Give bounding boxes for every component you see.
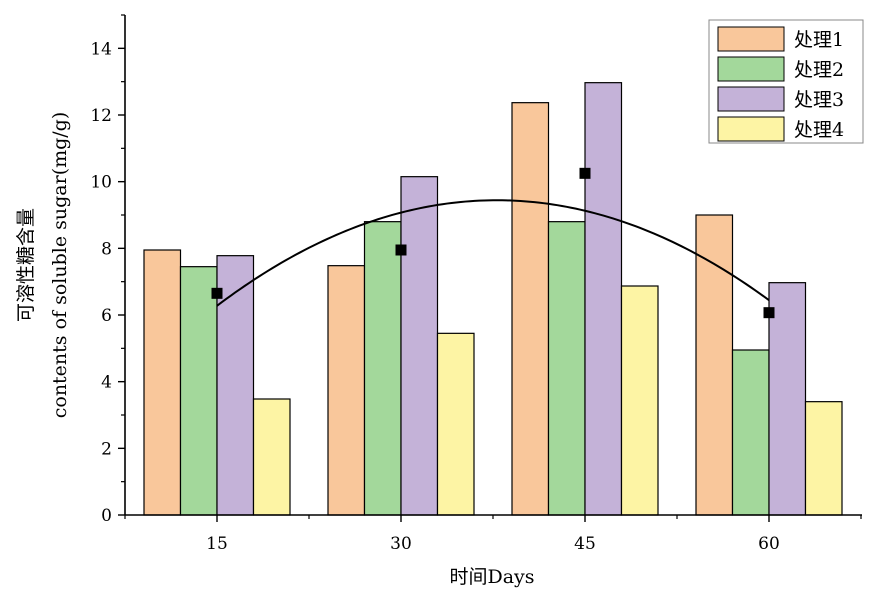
y-tick-label: 12 (90, 106, 112, 126)
legend-swatch-3 (717, 86, 785, 112)
mean-point-60 (763, 307, 775, 319)
x-tick-label: 60 (758, 534, 780, 554)
x-tick-label: 30 (390, 534, 412, 554)
y-tick-label: 14 (90, 39, 112, 59)
y-tick-label: 8 (101, 239, 112, 259)
bar-series-1-60 (695, 214, 734, 516)
bars-layer (143, 82, 843, 516)
y-tick-label: 2 (101, 439, 112, 459)
mean-point-15 (211, 287, 223, 299)
x-axis-title: 时间Days (449, 566, 534, 588)
bar-series-4-30 (436, 332, 475, 516)
bar-series-3-15 (216, 255, 255, 516)
legend-label-4: 处理4 (794, 119, 844, 141)
y-axis-title-english: contents of soluble sugar(mg/g) (49, 112, 71, 419)
bar-series-2-60 (731, 349, 770, 516)
legend-swatch-1 (717, 26, 785, 52)
bar-series-1-15 (143, 249, 182, 516)
y-tick-label: 4 (101, 373, 112, 393)
bar-series-4-60 (804, 401, 843, 516)
bar-series-3-30 (400, 176, 439, 516)
bar-series-3-60 (768, 282, 807, 516)
bar-series-1-45 (511, 102, 550, 516)
y-tick-label: 10 (90, 173, 112, 193)
bar-series-2-30 (363, 221, 402, 516)
legend-swatch-2 (717, 56, 785, 82)
y-tick-label: 6 (101, 306, 112, 326)
x-tick-label: 45 (574, 534, 596, 554)
legend-swatch-4 (717, 116, 785, 142)
legend: 处理1 处理2 处理3 处理4 (708, 19, 864, 144)
legend-label-3: 处理3 (794, 89, 844, 111)
mean-point-45 (579, 167, 591, 179)
bar-series-2-45 (547, 221, 586, 516)
bar-series-3-45 (584, 82, 623, 516)
bar-series-4-45 (620, 285, 659, 516)
fit-curve-layer (211, 167, 775, 319)
bar-series-1-30 (327, 265, 366, 516)
mean-point-30 (395, 244, 407, 256)
y-tick-label: 0 (101, 506, 112, 526)
legend-label-2: 处理2 (794, 59, 844, 81)
bar-series-4-15 (252, 398, 291, 516)
y-ticks-layer: 0 2 4 6 8 10 12 14 (90, 14, 125, 526)
x-ticks-layer: 15 30 45 60 (124, 515, 862, 554)
y-axis-title-chinese: 可溶性糖含量 (15, 208, 37, 322)
bar-series-2-15 (179, 266, 218, 516)
x-tick-label: 15 (206, 534, 228, 554)
legend-label-1: 处理1 (794, 29, 844, 51)
fit-curve (216, 199, 770, 307)
